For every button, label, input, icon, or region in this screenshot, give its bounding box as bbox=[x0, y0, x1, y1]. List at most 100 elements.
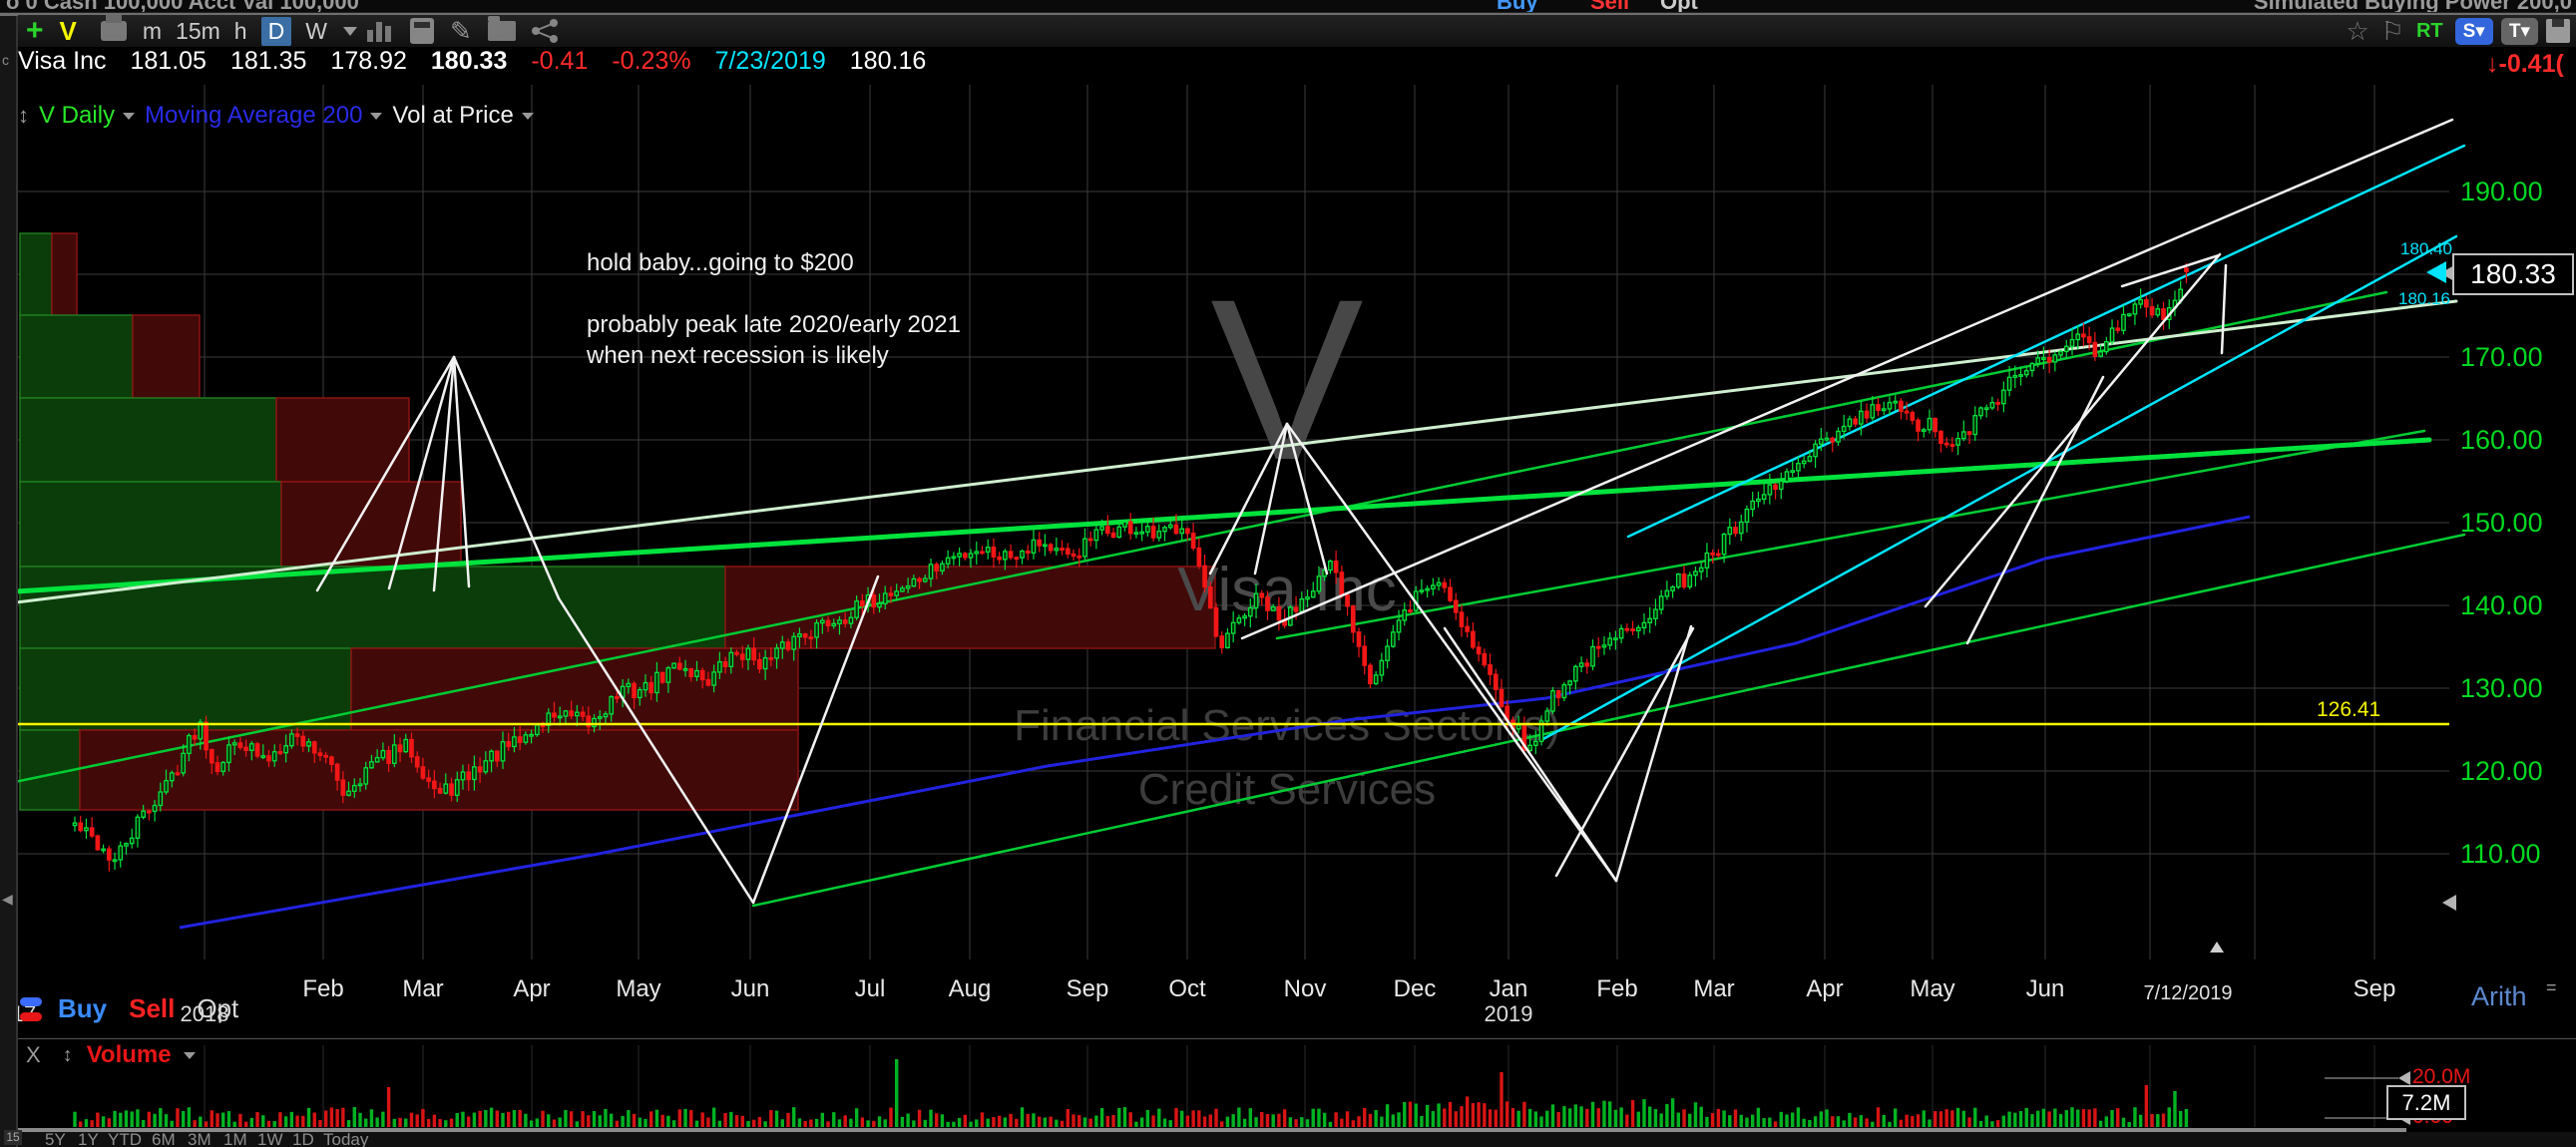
white-drawing-line[interactable] bbox=[557, 596, 755, 905]
volume-dropdown-icon[interactable] bbox=[183, 1051, 196, 1059]
add-symbol-button[interactable]: + bbox=[26, 14, 44, 47]
trendline[interactable] bbox=[1539, 234, 2458, 742]
timeframe-h[interactable]: h bbox=[233, 17, 247, 44]
white-drawing-line[interactable] bbox=[1240, 118, 2454, 640]
trendline[interactable] bbox=[1275, 429, 2426, 640]
white-drawing-line[interactable] bbox=[452, 355, 561, 600]
indicator-dropdown-icon[interactable] bbox=[370, 112, 383, 120]
watermark-text: Financial Services Sector(s) bbox=[1014, 701, 1560, 750]
range-button-3m[interactable]: 3M bbox=[188, 1130, 212, 1147]
white-drawing-line[interactable] bbox=[452, 355, 471, 588]
white-drawing-line[interactable] bbox=[1443, 626, 1618, 883]
white-drawing-line[interactable] bbox=[1924, 252, 2222, 608]
candle-body bbox=[1076, 555, 1082, 559]
timeframe-d[interactable]: D bbox=[260, 16, 292, 46]
top-buy-button[interactable]: Buy bbox=[1497, 0, 1538, 12]
volume-reorder-icon[interactable]: ↕ bbox=[62, 1043, 73, 1066]
top-opt-button[interactable]: Opt bbox=[1660, 0, 1698, 12]
calculator-icon[interactable] bbox=[409, 18, 434, 44]
flag-icon[interactable]: ⚐ bbox=[2380, 15, 2404, 46]
white-drawing-line[interactable] bbox=[1253, 422, 1289, 575]
range-button-1m[interactable]: 1M bbox=[223, 1130, 247, 1147]
volume-bar bbox=[524, 1113, 528, 1127]
candle-body bbox=[1515, 724, 1521, 730]
reorder-icon[interactable]: ↕ bbox=[18, 103, 29, 128]
volume-bar bbox=[232, 1121, 236, 1127]
timeframe-w[interactable]: W bbox=[305, 17, 327, 44]
volume-label[interactable]: Volume bbox=[86, 1041, 172, 1068]
candle-body bbox=[1693, 571, 1698, 576]
white-drawing-line[interactable] bbox=[432, 355, 456, 592]
print-icon[interactable] bbox=[100, 15, 127, 41]
white-drawing-line[interactable] bbox=[2120, 253, 2221, 288]
t-menu-button[interactable]: T▾ bbox=[2500, 17, 2538, 45]
buy-button[interactable]: Buy bbox=[58, 993, 108, 1023]
share-icon[interactable] bbox=[531, 19, 558, 43]
trendline[interactable] bbox=[0, 299, 2458, 606]
white-drawing-line[interactable] bbox=[1614, 624, 1693, 883]
candle-body bbox=[1813, 443, 1818, 458]
symbol-period-control[interactable]: V Daily bbox=[39, 102, 116, 129]
options-button[interactable]: Opt bbox=[197, 993, 239, 1023]
time-axis-month-label: Aug bbox=[948, 975, 992, 1002]
save-layout-icon[interactable] bbox=[2546, 19, 2570, 43]
candle-body bbox=[1402, 609, 1408, 621]
candle-body bbox=[1207, 585, 1213, 609]
overlay-control[interactable]: Vol at Price bbox=[392, 102, 514, 129]
candle-body bbox=[1830, 437, 1836, 443]
candle-body bbox=[1253, 592, 1259, 609]
trendline[interactable] bbox=[0, 437, 2432, 595]
draw-pencil-icon[interactable]: ✎ bbox=[449, 15, 472, 46]
volume-bar bbox=[1055, 1119, 1059, 1127]
scale-type-control[interactable]: Arith bbox=[2471, 981, 2527, 1011]
folder-icon[interactable] bbox=[487, 16, 516, 41]
volume-bar bbox=[90, 1120, 94, 1127]
white-drawing-line[interactable] bbox=[1554, 626, 1695, 878]
candle-body bbox=[494, 750, 500, 762]
range-button-5y[interactable]: 5Y bbox=[45, 1130, 66, 1147]
order-swap-icon[interactable] bbox=[18, 995, 48, 1023]
white-drawing-line[interactable] bbox=[1285, 422, 1329, 575]
candle-body bbox=[603, 713, 609, 718]
top-sell-button[interactable]: Sell bbox=[1590, 0, 1629, 12]
timeframe-15m[interactable]: 15m bbox=[176, 17, 220, 44]
range-button-today[interactable]: Today bbox=[323, 1130, 369, 1147]
candle-body bbox=[152, 804, 158, 813]
white-drawing-line[interactable] bbox=[1965, 375, 2105, 645]
chart-style-icon[interactable] bbox=[366, 20, 394, 42]
overlay-dropdown-icon[interactable] bbox=[521, 112, 534, 120]
trendline[interactable] bbox=[1626, 144, 2466, 539]
volume-close-button[interactable]: X bbox=[26, 1042, 41, 1067]
timeframe-m[interactable]: m bbox=[142, 17, 163, 44]
white-drawing-line[interactable] bbox=[751, 574, 880, 905]
range-button-6m[interactable]: 6M bbox=[152, 1130, 176, 1147]
white-drawing-line[interactable] bbox=[1285, 422, 1618, 883]
range-button-1d[interactable]: 1D bbox=[292, 1130, 314, 1147]
symbol-period-dropdown-icon[interactable] bbox=[123, 112, 136, 120]
symbol-badge[interactable]: V bbox=[59, 15, 77, 46]
bar-interval-badge[interactable]: 15 bbox=[4, 1130, 22, 1145]
indicator-control[interactable]: Moving Average 200 bbox=[145, 102, 363, 129]
white-drawing-line[interactable] bbox=[387, 355, 456, 590]
s-menu-button[interactable]: S▾ bbox=[2454, 17, 2493, 45]
white-drawing-line[interactable] bbox=[2220, 263, 2228, 355]
horizontal-scrollbar[interactable] bbox=[18, 1128, 2406, 1132]
sell-button[interactable]: Sell bbox=[129, 993, 176, 1023]
favorite-star-icon[interactable]: ☆ bbox=[2346, 15, 2369, 46]
volume-bar bbox=[1562, 1106, 1566, 1127]
range-button-ytd[interactable]: YTD bbox=[108, 1130, 142, 1147]
quote-high: 181.35 bbox=[229, 46, 307, 75]
candle-body bbox=[1943, 442, 1949, 446]
volume-bar bbox=[1653, 1109, 1658, 1127]
timeframe-dropdown-icon[interactable] bbox=[342, 26, 357, 36]
scale-eq-icon[interactable]: = bbox=[2546, 977, 2557, 997]
white-drawing-line[interactable] bbox=[1208, 422, 1289, 575]
trendline[interactable] bbox=[751, 533, 2466, 908]
range-button-1y[interactable]: 1Y bbox=[78, 1130, 99, 1147]
range-button-1w[interactable]: 1W bbox=[257, 1130, 283, 1147]
left-sidebar[interactable] bbox=[0, 12, 18, 1147]
volume-panel-header: X ↕ Volume bbox=[26, 1041, 206, 1069]
white-drawing-line[interactable] bbox=[315, 355, 456, 592]
volume-bar bbox=[1151, 1115, 1155, 1127]
